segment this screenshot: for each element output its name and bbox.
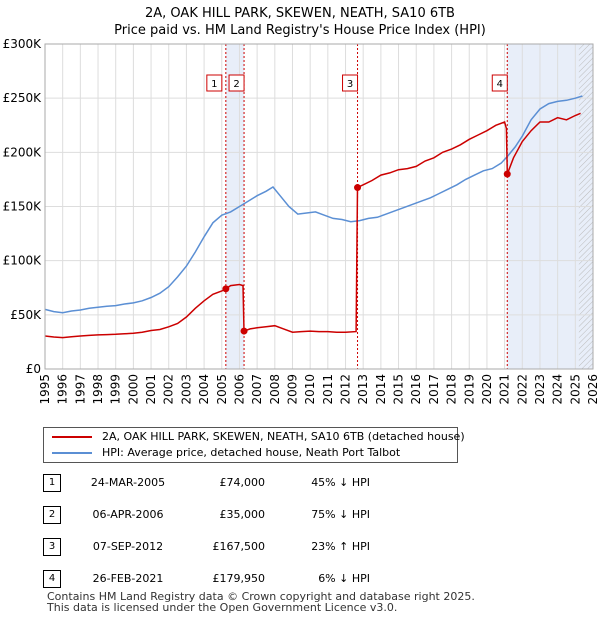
footer-licence: This data is licensed under the Open Gov… (47, 601, 398, 614)
x-tick-label: 2015 (392, 374, 406, 405)
y-tick-label: £300K (3, 37, 43, 51)
sale-hpi-diff: 23% ↑ HPI (311, 540, 370, 553)
x-tick-label: 2001 (144, 374, 158, 405)
sale-row: 2 06-APR-2006 £35,000 75% ↓ HPI (43, 506, 443, 524)
x-tick-label: 1995 (38, 374, 52, 405)
sale-hpi-diff: 45% ↓ HPI (311, 476, 370, 489)
x-tick-label: 2025 (568, 374, 582, 405)
x-tick-label: 2003 (179, 374, 193, 405)
sale-row: 1 24-MAR-2005 £74,000 45% ↓ HPI (43, 474, 443, 492)
y-tick-label: £0 (26, 362, 41, 376)
sale-date: 07-SEP-2012 (92, 540, 164, 553)
sale-price: £167,500 (212, 540, 266, 553)
sale-label-number: 4 (497, 79, 503, 90)
sale-hpi-diff: 6% ↓ HPI (318, 572, 370, 585)
chart-title: 2A, OAK HILL PARK, SKEWEN, NEATH, SA10 6… (145, 6, 455, 21)
x-tick-label: 2014 (374, 374, 388, 405)
x-tick-label: 2000 (126, 374, 140, 405)
sale-label-frame (342, 74, 359, 92)
footer-copyright: Contains HM Land Registry data © Crown c… (47, 590, 475, 603)
sale-badge: 2 (43, 506, 61, 524)
sale-date: 24-MAR-2005 (90, 476, 166, 489)
sale-label-number: 1 (211, 79, 217, 90)
sale-point (240, 327, 248, 335)
x-tick-label: 1996 (56, 374, 70, 405)
x-tick-label: 2004 (197, 374, 211, 405)
y-tick-label: £150K (3, 200, 43, 214)
x-tick-label: 2022 (515, 374, 529, 405)
x-tick-label: 2021 (498, 374, 512, 405)
y-tick-label: £100K (3, 254, 43, 268)
x-tick-label: 2016 (409, 374, 423, 405)
sale-date: 26-FEB-2021 (92, 572, 164, 585)
sale-price: £35,000 (219, 508, 266, 521)
legend-label-property: 2A, OAK HILL PARK, SKEWEN, NEATH, SA10 6… (102, 430, 465, 443)
sale-price: £179,950 (212, 572, 266, 585)
sale-label-frame (491, 74, 508, 92)
legend-swatch-blue (52, 452, 92, 454)
legend-label-hpi: HPI: Average price, detached house, Neat… (102, 446, 401, 459)
x-tick-label: 2026 (586, 374, 600, 405)
sale-label-number: 3 (347, 79, 353, 90)
x-tick-label: 2007 (250, 374, 264, 405)
sale-label-box: 4 (491, 74, 508, 92)
sale-label-frame (206, 74, 223, 92)
chart-title-block: 2A, OAK HILL PARK, SKEWEN, NEATH, SA10 6… (0, 5, 600, 39)
y-tick-label: £200K (3, 145, 43, 159)
x-tick-label: 1998 (91, 374, 105, 405)
chart-subtitle: Price paid vs. HM Land Registry's House … (114, 23, 486, 38)
sale-label-box: 1 (206, 74, 223, 92)
x-tick-label: 2011 (321, 374, 335, 405)
x-tick-label: 2024 (551, 374, 565, 405)
y-tick-label: £250K (3, 91, 43, 105)
sale-point (354, 184, 362, 192)
plot-frame (44, 43, 594, 370)
sale-label-box: 3 (342, 74, 359, 92)
x-tick-label: 2006 (232, 374, 246, 405)
x-tick-label: 2008 (268, 374, 282, 405)
footer: Contains HM Land Registry data © Crown c… (47, 591, 475, 613)
sale-point (503, 170, 511, 178)
sale-badge: 4 (43, 570, 61, 588)
y-tick-label: £50K (10, 308, 42, 322)
x-tick-label: 2018 (445, 374, 459, 405)
x-tick-label: 2013 (356, 374, 370, 405)
series-line-property (44, 112, 581, 339)
x-tick-label: 2009 (285, 374, 299, 405)
x-tick-label: 2023 (533, 374, 547, 405)
sale-label-number: 2 (233, 79, 239, 90)
x-tick-label: 1997 (73, 374, 87, 405)
sale-badge: 1 (43, 474, 61, 492)
legend-swatch-red (52, 436, 92, 438)
x-tick-label: 2019 (462, 374, 476, 405)
sale-date: 06-APR-2006 (92, 508, 164, 521)
x-tick-label: 2017 (427, 374, 441, 405)
sale-point (222, 285, 230, 293)
sale-label-frame (228, 74, 245, 92)
x-tick-label: 2012 (339, 374, 353, 405)
chart: 1 2 3 4 £0 £50K £100K £150K £200K £250K £300K 1995 1… (3, 37, 600, 405)
x-tick-label: 2010 (303, 374, 317, 405)
x-tick-label: 2020 (480, 374, 494, 405)
sale-hpi-diff: 75% ↓ HPI (311, 508, 370, 521)
sale-row: 3 07-SEP-2012 £167,500 23% ↑ HPI (43, 538, 443, 556)
sale-row: 4 26-FEB-2021 £179,950 6% ↓ HPI (43, 570, 443, 588)
x-tick-label: 2005 (215, 374, 229, 405)
sale-label-box: 2 (228, 74, 245, 92)
series-line-hpi (44, 95, 583, 314)
x-tick-label: 1999 (109, 374, 123, 405)
sale-badge: 3 (43, 538, 61, 556)
sale-price: £74,000 (219, 476, 266, 489)
x-tick-label: 2002 (162, 374, 176, 405)
legend: 2A, OAK HILL PARK, SKEWEN, NEATH, SA10 6… (43, 427, 465, 463)
